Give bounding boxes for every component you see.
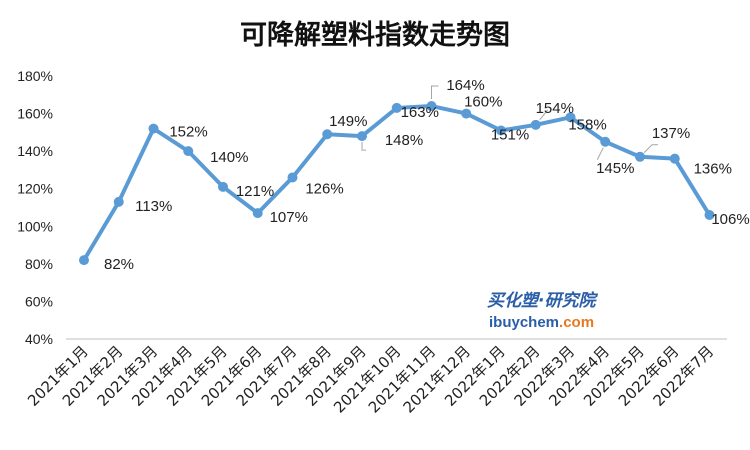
data-labels: 82% 113% 152%140% 121% 107% 126% 149% 148% 163% 1… (104, 77, 750, 273)
data-label: 151% (491, 126, 529, 143)
data-label: 106% (711, 211, 749, 228)
data-label: 126% (305, 180, 343, 197)
chart-title: 可降解塑料指数走势图 (240, 20, 510, 51)
data-point (461, 108, 472, 119)
watermark-domain: ibuychem.com (489, 314, 594, 331)
leader-line (539, 109, 549, 121)
data-label: 152% (169, 124, 207, 141)
data-label: 145% (596, 160, 634, 177)
data-point (218, 181, 228, 192)
data-point (391, 102, 402, 113)
y-tick-label: 160% (17, 106, 53, 122)
data-points (79, 101, 715, 266)
data-point (357, 131, 367, 142)
data-point (322, 129, 333, 140)
data-label-leader-lines (361, 85, 658, 160)
data-label: 107% (270, 209, 308, 226)
y-tick-label: 140% (17, 143, 53, 159)
data-point (183, 146, 194, 157)
y-tick-label: 60% (25, 293, 53, 309)
data-label: 121% (236, 183, 274, 200)
y-tick-label: 100% (17, 218, 53, 234)
data-point (635, 151, 645, 162)
watermark-text: 买化塑·研究院 (487, 291, 598, 311)
data-point (565, 112, 576, 123)
leader-line (643, 144, 658, 154)
y-tick-label: 80% (25, 256, 53, 272)
data-label: 164% (446, 77, 484, 94)
data-point (496, 125, 506, 136)
data-label: 158% (568, 116, 606, 133)
data-point (704, 210, 715, 221)
data-point (426, 101, 437, 112)
leader-line (431, 85, 439, 100)
y-tick-label: 40% (25, 331, 53, 347)
data-label: 140% (210, 149, 248, 166)
data-label: 137% (652, 125, 690, 142)
y-tick-label: 180% (17, 68, 53, 84)
watermark-logo: 买化塑·研究院 ibuychem.com (487, 291, 598, 331)
data-point (669, 153, 680, 164)
data-label: 136% (694, 161, 732, 178)
x-axis-tick-labels: 2021年1月2021年2月2021年3月2021年4月2021年5月2021年… (24, 342, 717, 416)
data-label: 163% (401, 104, 439, 121)
data-label: 82% (104, 256, 134, 273)
data-point (79, 255, 89, 266)
data-point (600, 136, 611, 147)
data-label: 148% (385, 132, 423, 149)
leader-line (596, 147, 604, 160)
data-point (113, 196, 124, 207)
data-label: 149% (329, 113, 367, 130)
leader-line (361, 142, 366, 151)
data-point (252, 208, 263, 219)
y-axis-tick-labels: 40% 60% 80% 100% 120% 140% 160% 180% (17, 68, 53, 347)
data-point (530, 119, 541, 130)
data-point (287, 172, 298, 183)
data-label: 160% (464, 94, 502, 111)
data-label: 113% (135, 198, 172, 215)
y-tick-label: 120% (17, 181, 53, 197)
data-label: 154% (536, 100, 574, 117)
data-point (148, 123, 159, 134)
